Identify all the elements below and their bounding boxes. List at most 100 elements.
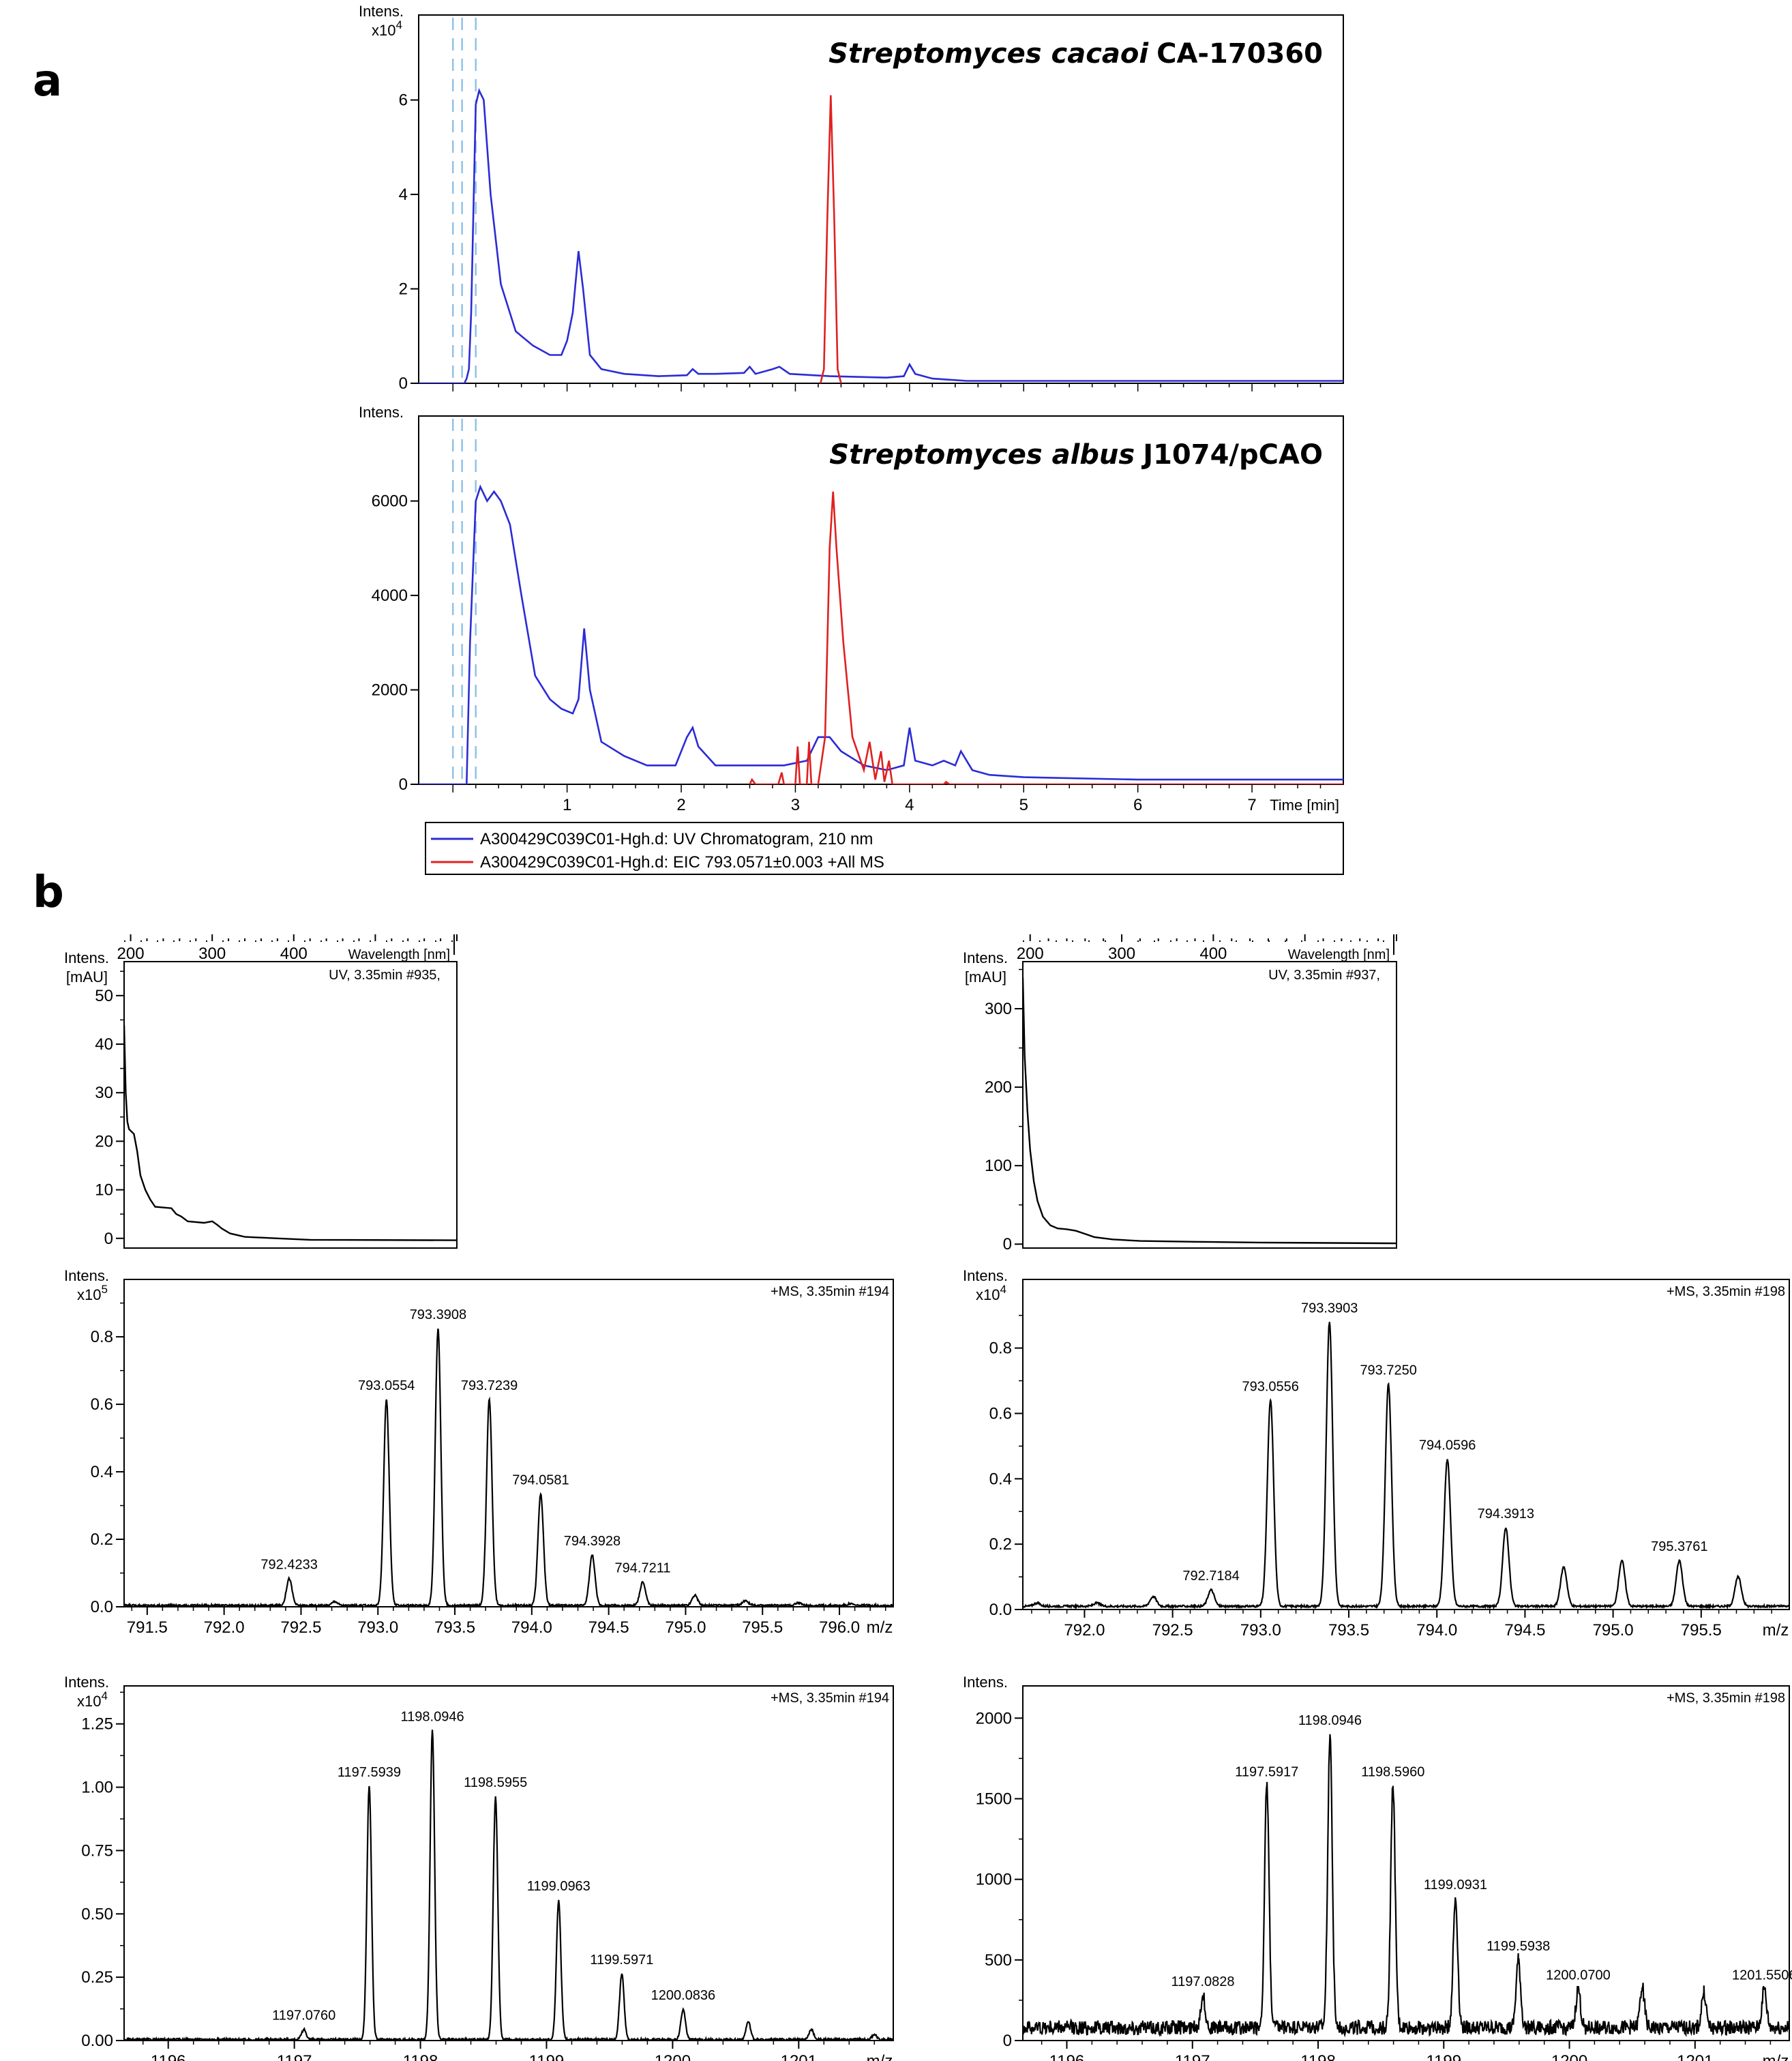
x-tick-label: 794.0 — [1416, 1621, 1457, 1640]
uv-spectrum-trace — [1023, 977, 1397, 1245]
ms-spectrum-trace — [1023, 1322, 1789, 1610]
plot-frame — [1022, 1685, 1790, 2041]
peak-label: 1199.0931 — [1424, 1878, 1487, 1893]
title-species: Streptomyces cacaoi — [828, 38, 1149, 70]
y-axis-label: Intens. — [64, 1267, 109, 1284]
y-axis-label: Intens. — [963, 949, 1008, 966]
peak-label: 1197.5917 — [1235, 1765, 1298, 1780]
top-tick-label: 400 — [280, 945, 308, 963]
peak-label: 793.3908 — [410, 1307, 466, 1322]
x-tick-label: 791.5 — [127, 1618, 168, 1637]
x-tick-label: 794.5 — [588, 1618, 629, 1637]
peak-label: 1198.5960 — [1361, 1765, 1424, 1780]
x-tick-label: 794.5 — [1504, 1621, 1545, 1640]
x-tick-label: 1200 — [655, 2052, 691, 2061]
y-tick-label: 0 — [1003, 2032, 1012, 2050]
top-tick-label: 300 — [198, 945, 226, 963]
y-axis-label: Intens. — [64, 949, 109, 966]
chart-title: Streptomyces albus J1074/pCAO — [829, 439, 1323, 471]
y-tick-label: 2000 — [372, 681, 408, 700]
y-exponent-power: 4 — [1000, 1283, 1006, 1296]
x-tick-label: 4 — [905, 796, 914, 814]
y-tick-label: 1500 — [976, 1790, 1012, 1808]
y-tick-label: 50 — [95, 987, 113, 1005]
y-tick-label: 2 — [399, 280, 408, 299]
y-unit: [mAU] — [965, 968, 1006, 985]
x-tick-label: 792.0 — [204, 1618, 245, 1637]
title-strain: J1074/pCAO — [1141, 439, 1323, 471]
x-tick-label: 794.0 — [511, 1618, 552, 1637]
y-tick-label: 20 — [95, 1132, 113, 1151]
y-tick-label: 500 — [985, 1951, 1012, 1970]
x-tick-label: 1199 — [529, 2052, 565, 2061]
chart-a2: 0 2000 4000 6000 Intens. Streptomyces albus J1… — [359, 404, 1344, 875]
peak-label: 794.7211 — [615, 1560, 671, 1575]
spectrum-info: UV, 3.35min #935, — [329, 968, 440, 983]
top-tick-label: 400 — [1199, 945, 1227, 963]
peak-label: 794.3928 — [564, 1534, 621, 1549]
plot-frame — [418, 14, 1344, 384]
y-tick-label: 1.25 — [81, 1715, 113, 1734]
series-eic-trace — [820, 95, 842, 383]
y-tick-label: 0 — [1003, 1235, 1012, 1254]
x-tick-label: 1201 — [1677, 2052, 1713, 2061]
chart-b_uv2: 0 100 200 300 Intens. [mAU] 200 300 400 Wavelengt… — [963, 934, 1397, 1254]
y-tick-label: 0.0 — [91, 1598, 113, 1616]
peak-label: 1197.5939 — [338, 1765, 401, 1780]
spectrum-info: UV, 3.35min #937, — [1268, 968, 1380, 983]
x-tick-label: 795.5 — [742, 1618, 783, 1637]
y-axis-label: Intens. — [359, 3, 404, 20]
x-tick-label: 3 — [791, 796, 800, 814]
x-tick-label: 793.0 — [1240, 1621, 1281, 1640]
y-tick-label: 30 — [95, 1084, 113, 1102]
y-tick-label: 0 — [104, 1230, 113, 1248]
spectrum-info: +MS, 3.35min #198 — [1667, 1284, 1785, 1299]
top-tick-label: 300 — [1108, 945, 1135, 963]
plot-frame — [123, 961, 458, 1249]
top-tick-label: 200 — [1017, 945, 1044, 963]
x-tick-label: 1196 — [151, 2052, 186, 2061]
title-strain: CA-170360 — [1156, 38, 1323, 70]
y-tick-label: 0.25 — [81, 1968, 113, 1987]
x-tick-label: 2 — [676, 796, 685, 814]
y-tick-label: 6000 — [372, 492, 408, 511]
x-unit: m/z — [867, 1618, 893, 1637]
y-exponent-base: x10 — [77, 1286, 101, 1303]
peak-label: 794.3913 — [1478, 1507, 1534, 1522]
top-axis-label: Wavelength [nm] — [1288, 947, 1390, 962]
y-exponent-base: x10 — [372, 22, 395, 39]
top-axis-label: Wavelength [nm] — [348, 947, 450, 962]
series-uv-trace — [419, 484, 1343, 784]
y-tick-label: 0.4 — [989, 1470, 1012, 1488]
y-tick-label: 0.00 — [81, 2032, 113, 2050]
y-tick-label: 0.50 — [81, 1905, 113, 1923]
y-tick-label: 0.8 — [989, 1339, 1012, 1358]
x-tick-label: 792.5 — [280, 1618, 321, 1637]
y-tick-label: 0.8 — [91, 1328, 113, 1346]
panel-label-a: a — [33, 56, 62, 106]
spectrum-info: +MS, 3.35min #194 — [771, 1284, 889, 1299]
x-tick-label: 795.0 — [1593, 1621, 1634, 1640]
y-axis-label: Intens. — [963, 1267, 1008, 1284]
panel-label-b: b — [33, 868, 64, 918]
x-tick-label: 793.5 — [434, 1618, 475, 1637]
y-exponent-power: 4 — [102, 1689, 108, 1702]
x-tick-label: 795.5 — [1681, 1621, 1722, 1640]
peak-label: 793.3903 — [1301, 1301, 1358, 1316]
peak-label: 1198.0946 — [1298, 1713, 1362, 1728]
plot-frame — [1022, 961, 1397, 1249]
x-tick-label: 1197 — [1175, 2052, 1210, 2061]
y-tick-label: 4000 — [372, 587, 408, 605]
y-axis-label: Intens. — [963, 1674, 1008, 1691]
peak-label: 792.7184 — [1182, 1569, 1239, 1584]
y-tick-label: 1.00 — [81, 1779, 113, 1797]
x-unit: m/z — [1763, 2052, 1789, 2061]
chart-b_ms3: 0.000.250.500.751.001.25Intens.x10411961… — [64, 1674, 894, 2061]
y-exponent-base: x10 — [77, 1693, 101, 1710]
y-axis-label: Intens. — [64, 1674, 109, 1691]
y-exponent: x105 — [77, 1283, 108, 1303]
peak-label: 793.0556 — [1242, 1379, 1298, 1394]
